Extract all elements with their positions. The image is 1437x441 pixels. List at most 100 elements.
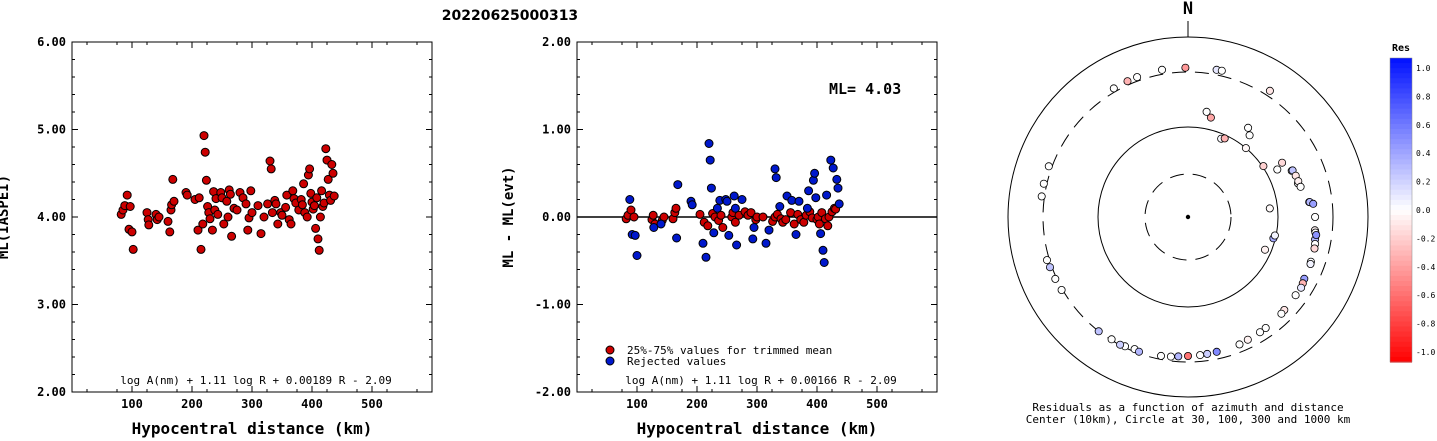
- data-point: [311, 223, 321, 233]
- data-point: [127, 227, 137, 237]
- station-residual-point: [1291, 291, 1300, 300]
- station-residual-point: [1309, 199, 1318, 208]
- station-residual-point: [1051, 274, 1060, 283]
- colorbar-segment: [1390, 336, 1412, 343]
- data-point: [315, 212, 325, 222]
- figure-title: 20220625000313: [441, 8, 579, 24]
- x-axis-label: Hypocentral distance (km): [637, 419, 878, 438]
- station-residual-point: [1243, 335, 1252, 344]
- data-point: [223, 212, 233, 222]
- data-point: [199, 131, 209, 141]
- legend-label: 25%-75% values for trimmed mean: [627, 344, 832, 357]
- legend-marker: [605, 345, 615, 355]
- colorbar-segment: [1390, 286, 1412, 292]
- data-point: [810, 168, 820, 178]
- range-circle-100km: [1097, 126, 1279, 308]
- data-point: [781, 215, 791, 225]
- station-residual-point: [1037, 192, 1046, 201]
- data-point: [732, 240, 742, 250]
- data-point: [144, 220, 154, 230]
- colorbar-segment: [1390, 225, 1412, 231]
- colorbar-tick-label: -0.2: [1416, 234, 1435, 243]
- data-point: [823, 221, 833, 231]
- colorbar-frame: [1389, 57, 1413, 363]
- station-residual-point: [1278, 158, 1287, 167]
- ml-value-label: ML= 4.03: [829, 80, 901, 98]
- data-point: [122, 190, 132, 200]
- data-point: [207, 225, 217, 235]
- station-residual-point: [1181, 63, 1190, 72]
- data-point: [182, 190, 192, 200]
- colorbar-tick-label: 0.8: [1416, 92, 1431, 101]
- y-tick-label: 6.00: [37, 35, 66, 49]
- station-residual-point: [1046, 263, 1055, 272]
- data-point: [125, 202, 135, 211]
- colorbar-segment: [1390, 174, 1412, 181]
- station-residual-point: [1166, 352, 1175, 361]
- x-axis-label: Hypocentral distance (km): [132, 419, 373, 438]
- station-residual-point: [1310, 244, 1319, 253]
- station-residual-point: [1174, 352, 1183, 361]
- data-point: [730, 217, 740, 227]
- formula-text: log A(nm) + 1.11 log R + 0.00189 R - 2.0…: [120, 374, 392, 387]
- data-point: [286, 219, 296, 229]
- colorbar-segment: [1390, 275, 1412, 282]
- colorbar-segment: [1390, 351, 1412, 358]
- station-residual-point: [1116, 340, 1125, 349]
- station-residual-point: [1184, 351, 1193, 360]
- colorbar-segment: [1390, 316, 1412, 323]
- azimuth-residual-map: N Residuals as a function of azimuth and …: [1007, 0, 1435, 426]
- data-point: [695, 209, 705, 219]
- station-residual-point: [1217, 66, 1226, 75]
- colorbar-tick-label: -0.6: [1416, 291, 1435, 300]
- x-tick-label: 400: [806, 397, 828, 411]
- data-point: [656, 219, 666, 229]
- data-point: [687, 200, 697, 210]
- colorbar-segment: [1390, 113, 1412, 120]
- colorbar-tick-label: 0.0: [1416, 206, 1431, 215]
- station-residual-point: [1261, 323, 1270, 332]
- data-point: [306, 188, 316, 198]
- colorbar-segment: [1390, 83, 1412, 89]
- station-residual-point: [1311, 212, 1320, 221]
- data-point: [770, 164, 780, 174]
- colorbar-segment: [1390, 270, 1412, 277]
- colorbar-segment: [1390, 159, 1412, 165]
- data-point: [128, 244, 138, 254]
- data-point: [253, 201, 263, 211]
- data-point: [811, 193, 821, 203]
- data-point: [168, 174, 178, 184]
- data-point: [816, 229, 826, 239]
- y-tick-label: 4.00: [37, 210, 66, 224]
- station-residual-point: [1123, 77, 1132, 86]
- epicenter-marker: [1185, 214, 1191, 220]
- station-residual-point: [1245, 131, 1254, 140]
- station-residual-point: [1107, 335, 1116, 344]
- station-residual-point: [1312, 230, 1321, 239]
- data-point: [247, 208, 257, 218]
- x-tick-label: 300: [241, 397, 263, 411]
- y-tick-label: 2.00: [37, 385, 66, 399]
- colorbar-segment: [1390, 118, 1412, 125]
- colorbar-segment: [1390, 139, 1412, 145]
- data-point: [673, 180, 683, 190]
- colorbar-tick-label: -0.8: [1416, 320, 1435, 329]
- map-caption-line2: Center (10km), Circle at 30, 100, 300 an…: [1026, 413, 1351, 426]
- colorbar-segment: [1390, 341, 1412, 348]
- data-point: [213, 209, 223, 219]
- data-point: [724, 230, 734, 240]
- data-point: [327, 160, 337, 169]
- data-point: [299, 179, 309, 189]
- x-tick-label: 100: [121, 397, 143, 411]
- data-point: [297, 200, 307, 210]
- data-point: [629, 212, 639, 222]
- station-residual-point: [1043, 256, 1052, 265]
- data-point: [329, 191, 339, 201]
- data-point: [706, 183, 716, 193]
- legend-label: Rejected values: [627, 355, 726, 368]
- x-tick-label: 400: [301, 397, 323, 411]
- station-residual-point: [1261, 245, 1270, 254]
- data-point: [163, 216, 173, 226]
- station-residual-point: [1094, 327, 1103, 336]
- data-point: [232, 205, 242, 215]
